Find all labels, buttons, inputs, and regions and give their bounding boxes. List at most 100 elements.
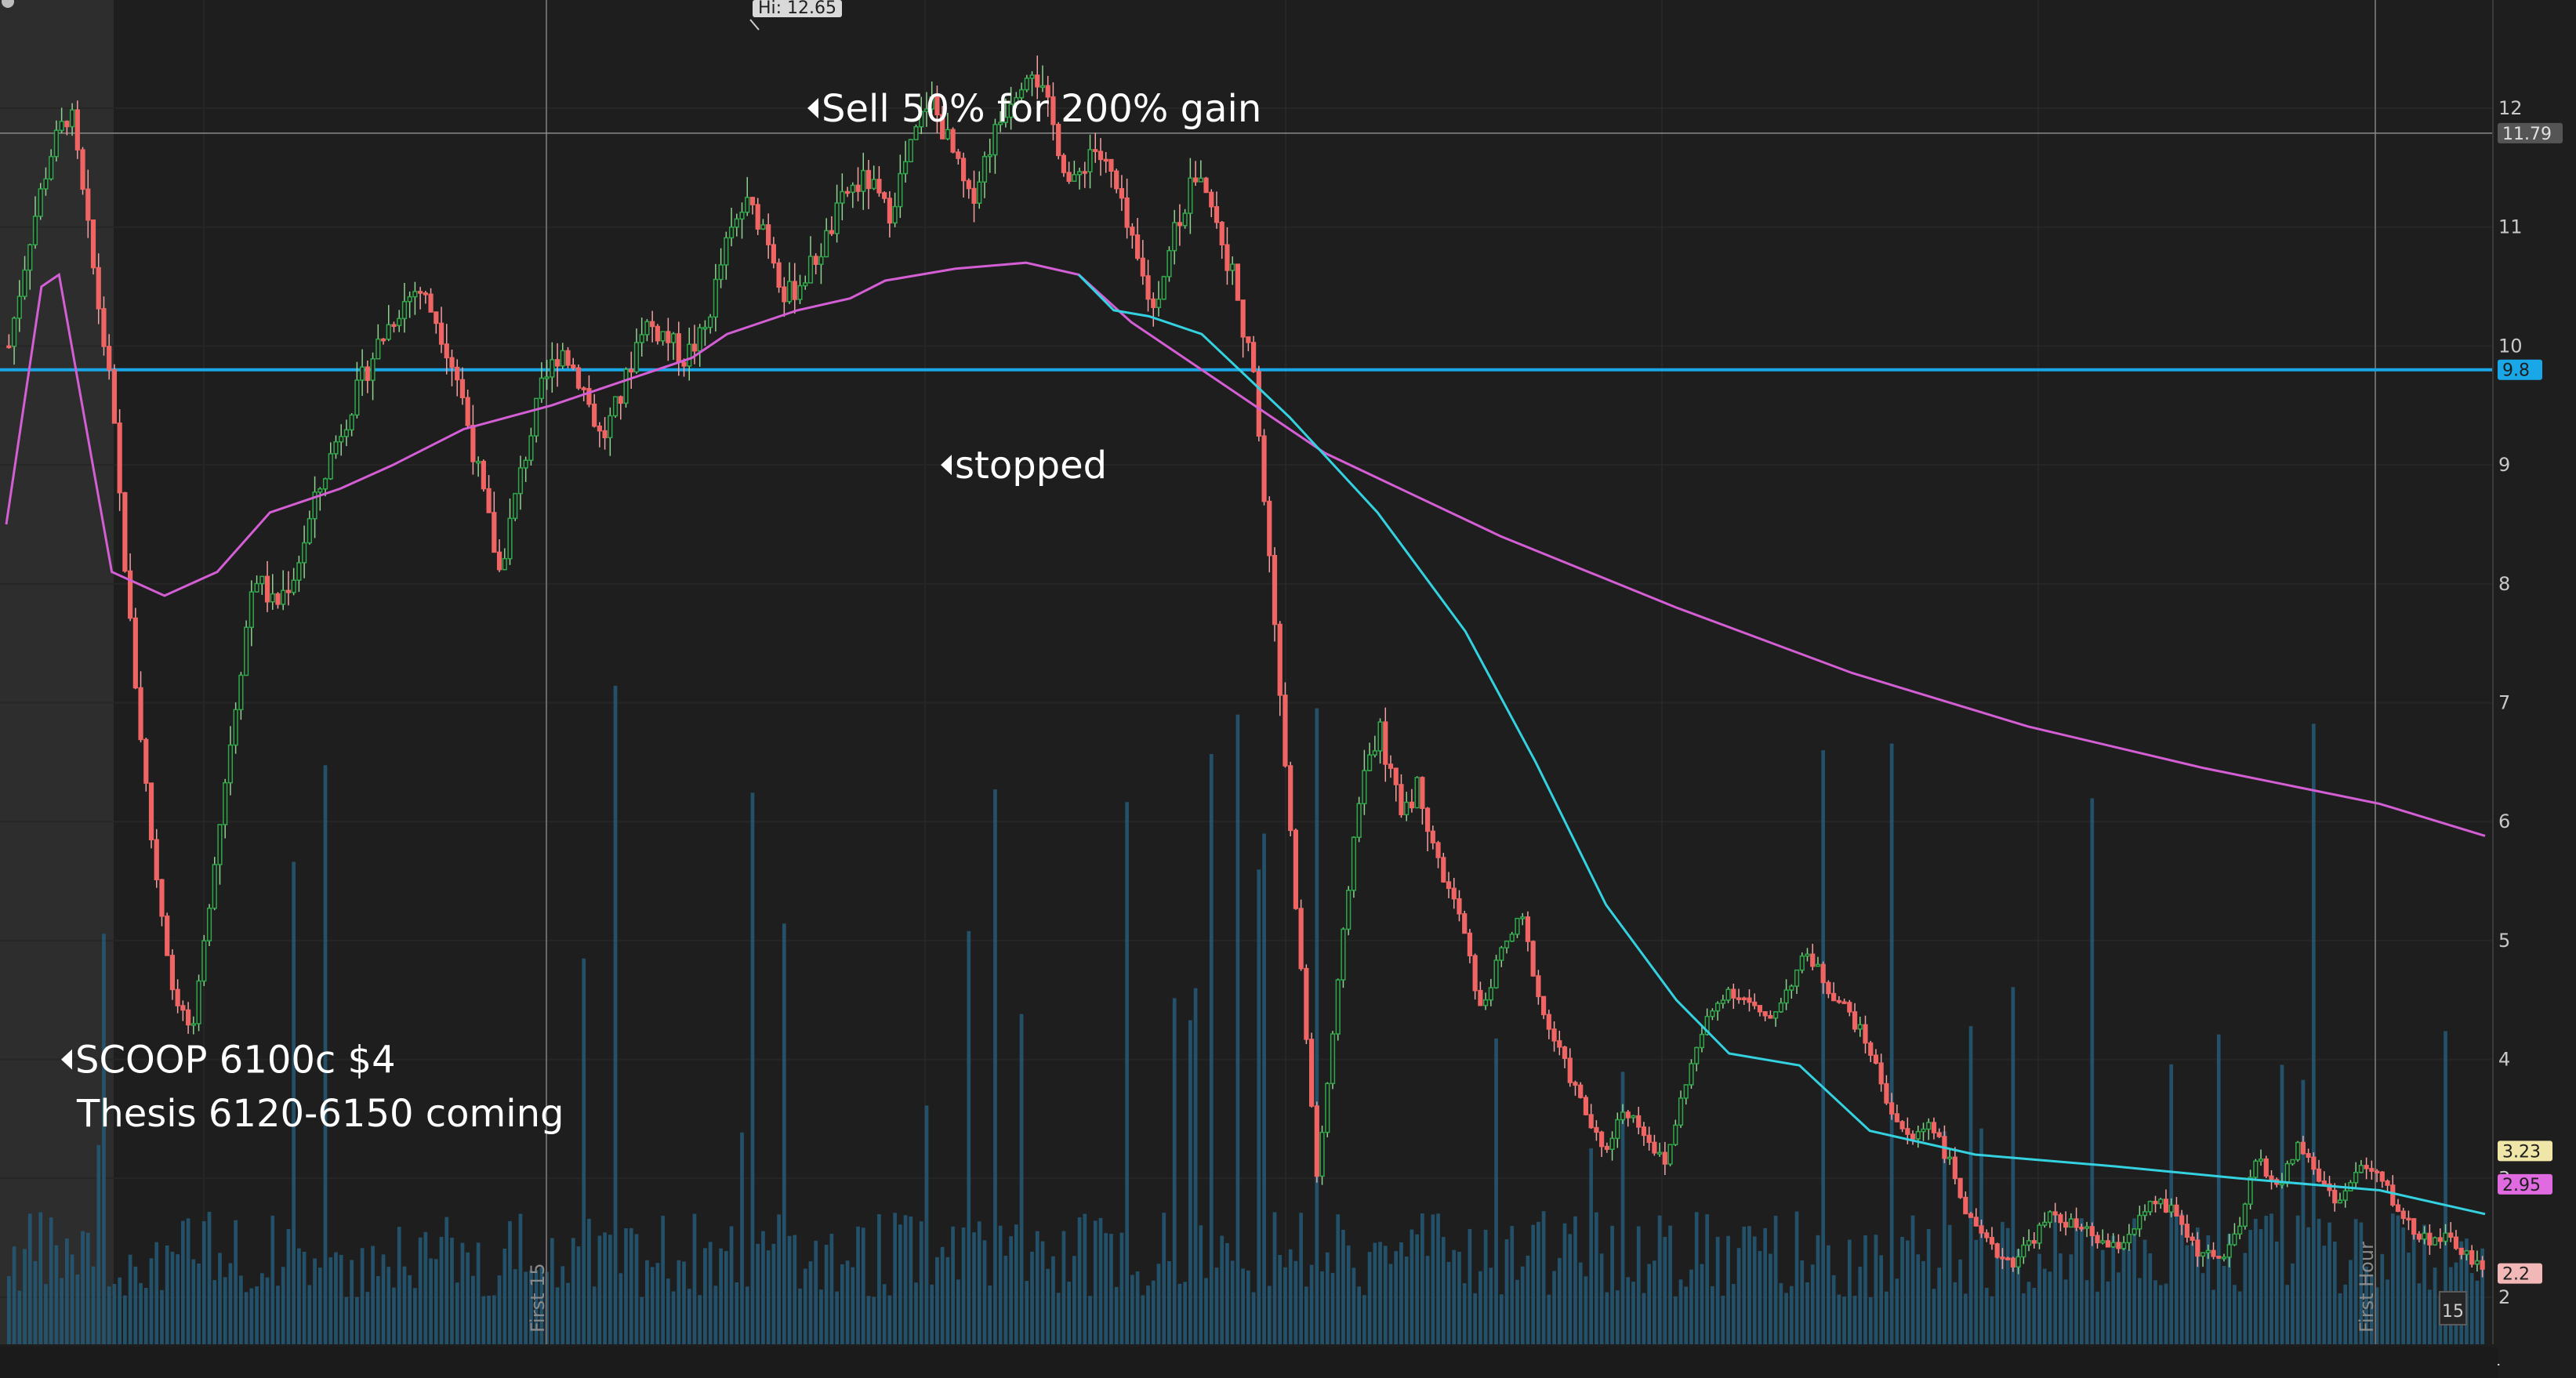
candle xyxy=(1662,1151,1667,1165)
volume-bar xyxy=(1653,1260,1656,1344)
candle xyxy=(1936,1132,1942,1137)
candle xyxy=(2073,1218,2079,1228)
candle xyxy=(697,327,702,352)
volume-bar xyxy=(777,1214,781,1344)
volume-bar xyxy=(1958,1259,1962,1344)
candle xyxy=(724,237,729,266)
candle xyxy=(644,321,650,335)
volume-bar xyxy=(2269,1213,2273,1344)
candle xyxy=(2337,1199,2343,1204)
volume-bar xyxy=(840,1264,844,1344)
candle xyxy=(470,424,476,462)
volume-bar xyxy=(1769,1253,1772,1344)
candle xyxy=(1072,174,1077,182)
volume-bar xyxy=(856,1226,860,1344)
volume-bar xyxy=(1895,1278,1899,1344)
volume-bar xyxy=(1499,1294,1504,1344)
price-tick-4: 4 xyxy=(2498,1049,2510,1071)
candle xyxy=(803,282,808,287)
candle xyxy=(2121,1242,2127,1249)
candle xyxy=(676,333,681,364)
volume-bar xyxy=(2311,723,2316,1344)
volume-bar xyxy=(223,1277,227,1344)
volume-bar xyxy=(587,1218,591,1344)
candle xyxy=(1994,1243,2000,1258)
candle xyxy=(1246,336,1251,343)
candle xyxy=(550,359,555,378)
volume-bar xyxy=(212,1279,217,1344)
candle xyxy=(708,316,713,328)
volume-bar xyxy=(671,1291,676,1344)
candle xyxy=(592,403,597,427)
candle xyxy=(834,202,840,234)
volume-bar xyxy=(2190,1242,2194,1344)
volume-bar xyxy=(2079,1218,2084,1344)
volume-bar xyxy=(1943,1131,1947,1344)
candle xyxy=(633,342,640,373)
volume-bar xyxy=(2195,1228,2200,1344)
volume-bar xyxy=(1288,1249,1293,1344)
menu-dot-icon[interactable] xyxy=(2,0,14,8)
volume-bar xyxy=(2175,1213,2179,1344)
volume-bar xyxy=(1262,833,1266,1344)
volume-bar xyxy=(2164,1283,2168,1344)
period-badge[interactable]: 15 xyxy=(2439,1291,2467,1325)
candle xyxy=(2432,1237,2438,1246)
candle xyxy=(1172,222,1177,252)
volume-bar xyxy=(729,1226,734,1344)
candle xyxy=(1166,249,1172,277)
candle xyxy=(2290,1159,2295,1165)
volume-bar xyxy=(12,1246,16,1344)
volume-bar xyxy=(866,1296,871,1344)
candle xyxy=(322,478,328,490)
candle xyxy=(2142,1211,2148,1217)
volume-bar xyxy=(2259,1229,2263,1344)
candle xyxy=(650,321,655,328)
volume-bar xyxy=(123,1295,127,1344)
candle xyxy=(1362,770,1367,805)
volume-bar xyxy=(1209,753,1214,1344)
candle xyxy=(829,230,834,234)
candle xyxy=(407,296,412,303)
volume-bar xyxy=(1431,1214,1435,1344)
candle xyxy=(2353,1171,2359,1184)
volume-bar xyxy=(909,1216,913,1344)
candle xyxy=(459,379,466,398)
volume-bar xyxy=(302,1251,307,1344)
candle xyxy=(90,219,96,269)
candle xyxy=(138,687,143,741)
candle xyxy=(481,460,486,490)
volume-bar xyxy=(1473,1293,1478,1344)
candle xyxy=(1219,221,1225,246)
volume-bar xyxy=(429,1258,433,1344)
candle xyxy=(1272,554,1278,626)
candle xyxy=(623,368,629,404)
candle xyxy=(923,108,930,112)
candle xyxy=(43,178,49,190)
volume-bar xyxy=(1220,1235,1225,1344)
candle xyxy=(2205,1249,2211,1253)
candle xyxy=(438,322,444,345)
candle xyxy=(1198,177,1203,183)
candle xyxy=(1578,1084,1584,1098)
candle xyxy=(154,839,159,880)
candle xyxy=(1747,997,1752,1003)
candle xyxy=(608,415,613,439)
volume-bar xyxy=(128,1254,132,1344)
volume-bar xyxy=(239,1275,243,1344)
candle xyxy=(728,227,735,239)
candle xyxy=(1678,1097,1684,1126)
volume-bar xyxy=(1715,1236,1720,1344)
candle xyxy=(492,512,497,553)
volume-bar xyxy=(961,1227,966,1344)
volume-bar xyxy=(186,1218,190,1344)
volume-bar xyxy=(898,1224,902,1344)
candle xyxy=(528,435,534,461)
candle xyxy=(908,139,913,163)
volume-bar xyxy=(1183,1282,1187,1344)
price-tick-11: 11 xyxy=(2498,216,2523,238)
candle xyxy=(749,197,756,205)
volume-bar xyxy=(893,1213,897,1344)
volume-bar xyxy=(1251,1292,1256,1344)
